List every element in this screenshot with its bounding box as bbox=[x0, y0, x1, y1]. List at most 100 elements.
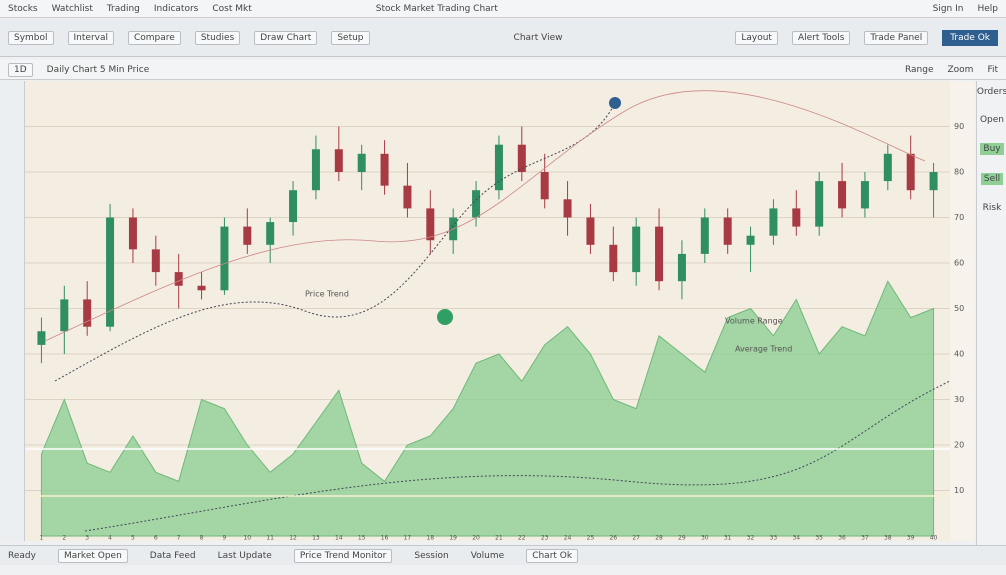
candle-body bbox=[334, 149, 343, 172]
candle-body bbox=[792, 208, 801, 227]
tool-button[interactable]: Interval bbox=[67, 30, 114, 45]
sub-tool[interactable]: Zoom bbox=[947, 64, 974, 75]
candle-body bbox=[609, 244, 618, 273]
candle-body bbox=[632, 226, 641, 273]
sidebar-item[interactable]: Buy bbox=[980, 143, 1004, 155]
status-item: Last Update bbox=[217, 550, 272, 561]
action-button[interactable]: Trade Ok bbox=[942, 29, 998, 46]
x-tick-label: 12 bbox=[289, 535, 297, 542]
candle-body bbox=[586, 217, 595, 245]
candle-body bbox=[563, 199, 572, 218]
volume-area bbox=[40, 280, 935, 537]
candle-body bbox=[174, 272, 183, 286]
menu-item[interactable]: Sign In bbox=[932, 3, 964, 14]
candle-body bbox=[769, 208, 778, 236]
x-tick-label: 20 bbox=[472, 535, 480, 542]
sidebar-item[interactable]: Sell bbox=[980, 173, 1004, 185]
x-tick-label: 4 bbox=[108, 535, 112, 542]
y-tick-label: 80 bbox=[954, 168, 964, 177]
x-tick-label: 39 bbox=[907, 535, 915, 542]
candle-body bbox=[723, 217, 732, 245]
menu-item[interactable]: Trading bbox=[106, 3, 140, 14]
menu-item[interactable]: Stocks bbox=[8, 3, 38, 14]
candle-body bbox=[677, 253, 686, 282]
x-tick-label: 21 bbox=[495, 535, 503, 542]
tool-button[interactable]: Compare bbox=[128, 30, 181, 45]
candle-body bbox=[906, 153, 915, 191]
tool-button[interactable]: Layout bbox=[735, 30, 778, 45]
tool-button[interactable]: Trade Panel bbox=[864, 30, 929, 45]
y-tick-label: 30 bbox=[954, 395, 964, 404]
menu-bar: Stocks Watchlist Trading Indicators Cost… bbox=[0, 0, 1006, 18]
candle-body bbox=[83, 299, 92, 327]
menu-item[interactable]: Help bbox=[977, 3, 998, 14]
candle-body bbox=[197, 285, 206, 291]
x-tick-label: 27 bbox=[632, 535, 640, 542]
x-tick-label: 37 bbox=[861, 535, 869, 542]
price-axis bbox=[950, 81, 975, 541]
left-toolbar bbox=[0, 81, 25, 541]
candle-body bbox=[700, 217, 709, 254]
x-tick-label: 35 bbox=[815, 535, 823, 542]
x-tick-label: 10 bbox=[243, 535, 251, 542]
annotation: Average Trend bbox=[735, 345, 792, 354]
sub-tool[interactable]: Range bbox=[904, 64, 934, 75]
sub-tool[interactable]: Fit bbox=[987, 64, 998, 75]
interval-button[interactable]: 1D bbox=[8, 62, 33, 77]
candle-body bbox=[472, 190, 481, 218]
menu-item[interactable]: Watchlist bbox=[51, 3, 93, 14]
window-title: Stock Market Trading Chart bbox=[375, 3, 498, 14]
right-sidebar: Orders Open Buy Sell Risk bbox=[976, 81, 1006, 547]
candle-body bbox=[815, 181, 824, 227]
marker bbox=[437, 309, 453, 325]
candle-body bbox=[151, 249, 160, 273]
candle-body bbox=[357, 153, 366, 172]
status-item: Volume bbox=[470, 550, 505, 561]
sidebar-item[interactable]: Orders bbox=[976, 87, 1006, 97]
x-tick-label: 13 bbox=[312, 535, 320, 542]
candle-body bbox=[838, 181, 847, 209]
x-tick-label: 14 bbox=[335, 535, 343, 542]
candle-body bbox=[929, 172, 938, 191]
candle-body bbox=[243, 226, 252, 245]
candle-body bbox=[311, 149, 320, 191]
candle-body bbox=[266, 222, 275, 245]
tool-button[interactable]: Alert Tools bbox=[791, 30, 851, 45]
candle-body bbox=[220, 226, 229, 291]
candle-body bbox=[517, 144, 526, 172]
annotation: Price Trend bbox=[305, 290, 349, 299]
x-tick-label: 26 bbox=[609, 535, 617, 542]
sidebar-item[interactable]: Risk bbox=[982, 203, 1002, 213]
x-tick-label: 3 bbox=[85, 535, 89, 542]
x-tick-label: 22 bbox=[518, 535, 526, 542]
average-line bbox=[44, 90, 926, 342]
tool-button[interactable]: Studies bbox=[194, 30, 241, 45]
tool-button[interactable]: Setup bbox=[331, 30, 370, 45]
candle-body bbox=[128, 217, 137, 250]
chart-caption: Daily Chart 5 Min Price bbox=[46, 64, 150, 75]
x-tick-label: 38 bbox=[884, 535, 892, 542]
tool-button[interactable]: Symbol bbox=[8, 30, 54, 45]
tool-button[interactable]: Draw Chart bbox=[254, 30, 318, 45]
y-tick-label: 20 bbox=[954, 441, 964, 450]
candle-body bbox=[289, 190, 298, 223]
x-tick-label: 16 bbox=[381, 535, 389, 542]
x-tick-label: 25 bbox=[587, 535, 595, 542]
x-tick-label: 40 bbox=[930, 535, 938, 542]
menu-item[interactable]: Cost Mkt bbox=[212, 3, 252, 14]
candle-body bbox=[860, 181, 869, 209]
status-item[interactable]: Chart Ok bbox=[526, 548, 579, 563]
x-tick-label: 7 bbox=[177, 535, 181, 542]
status-item[interactable]: Market Open bbox=[57, 548, 128, 563]
x-tick-label: 1 bbox=[40, 535, 44, 542]
x-tick-label: 32 bbox=[747, 535, 755, 542]
y-tick-label: 90 bbox=[954, 122, 964, 131]
menu-item[interactable]: Indicators bbox=[153, 3, 199, 14]
x-tick-label: 23 bbox=[541, 535, 549, 542]
y-tick-label: 40 bbox=[954, 350, 964, 359]
status-item[interactable]: Price Trend Monitor bbox=[293, 548, 393, 563]
sidebar-item[interactable]: Open bbox=[979, 115, 1005, 125]
annotation: Volume Range bbox=[725, 317, 783, 326]
